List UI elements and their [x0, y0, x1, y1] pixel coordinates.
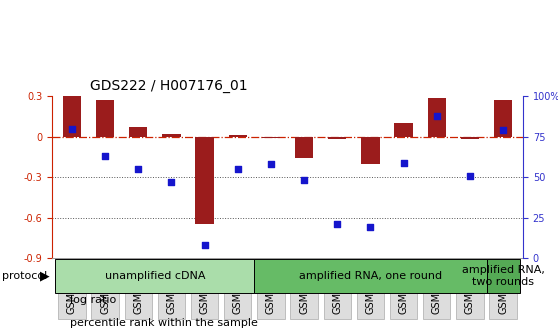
Bar [96, 100, 114, 137]
Text: log ratio: log ratio [70, 295, 117, 305]
Text: GSM4860: GSM4860 [465, 267, 475, 314]
Text: unamplified cDNA: unamplified cDNA [104, 271, 205, 281]
Point [333, 221, 341, 227]
Point [366, 224, 375, 230]
FancyBboxPatch shape [124, 262, 152, 319]
Text: GSM4848: GSM4848 [67, 267, 77, 314]
Text: percentile rank within the sample: percentile rank within the sample [70, 318, 258, 328]
Text: amplified RNA, one round: amplified RNA, one round [299, 271, 442, 281]
Bar [461, 137, 479, 139]
FancyBboxPatch shape [224, 262, 251, 319]
FancyBboxPatch shape [291, 262, 318, 319]
Text: GSM4849: GSM4849 [100, 267, 110, 314]
FancyBboxPatch shape [158, 262, 185, 319]
Point [200, 242, 209, 248]
Bar [262, 137, 280, 138]
Point [267, 162, 276, 167]
FancyBboxPatch shape [191, 262, 218, 319]
FancyBboxPatch shape [489, 262, 517, 319]
FancyBboxPatch shape [487, 259, 519, 293]
Point [233, 166, 242, 172]
Text: GDS222 / H007176_01: GDS222 / H007176_01 [90, 79, 247, 92]
Point [432, 113, 441, 119]
Bar [361, 137, 379, 164]
FancyBboxPatch shape [390, 262, 417, 319]
Text: GSM4855: GSM4855 [299, 267, 309, 314]
Text: GSM4854: GSM4854 [266, 267, 276, 314]
Point [399, 160, 408, 165]
FancyBboxPatch shape [55, 259, 254, 293]
Text: GSM4859: GSM4859 [432, 267, 442, 314]
FancyBboxPatch shape [423, 262, 450, 319]
Bar [395, 123, 413, 137]
FancyBboxPatch shape [254, 259, 487, 293]
Text: GSM4858: GSM4858 [398, 267, 408, 314]
Point [68, 126, 76, 131]
Text: ▶: ▶ [40, 269, 50, 283]
Point [465, 173, 474, 178]
Point [499, 128, 508, 133]
Point [134, 166, 143, 172]
Bar [328, 137, 347, 139]
FancyBboxPatch shape [357, 262, 384, 319]
FancyBboxPatch shape [92, 262, 119, 319]
Bar [295, 137, 313, 158]
Text: protocol: protocol [2, 271, 47, 281]
Text: GSM4856: GSM4856 [332, 267, 342, 314]
Text: GSM4853: GSM4853 [233, 267, 243, 314]
Point [300, 178, 309, 183]
Bar [195, 137, 214, 224]
Bar [129, 127, 147, 137]
Point [100, 154, 109, 159]
Text: GSM4852: GSM4852 [200, 267, 210, 314]
FancyBboxPatch shape [58, 262, 85, 319]
Text: amplified RNA,
two rounds: amplified RNA, two rounds [461, 265, 545, 287]
Bar [427, 98, 446, 137]
FancyBboxPatch shape [257, 262, 285, 319]
FancyBboxPatch shape [456, 262, 484, 319]
Bar [162, 134, 181, 137]
Text: GSM4861: GSM4861 [498, 267, 508, 314]
Point [167, 179, 176, 185]
FancyBboxPatch shape [324, 262, 351, 319]
Bar [229, 135, 247, 137]
Bar [494, 100, 512, 137]
Bar [63, 96, 81, 137]
Text: GSM4850: GSM4850 [133, 267, 143, 314]
Text: GSM4851: GSM4851 [166, 267, 176, 314]
Text: GSM4857: GSM4857 [365, 267, 376, 314]
